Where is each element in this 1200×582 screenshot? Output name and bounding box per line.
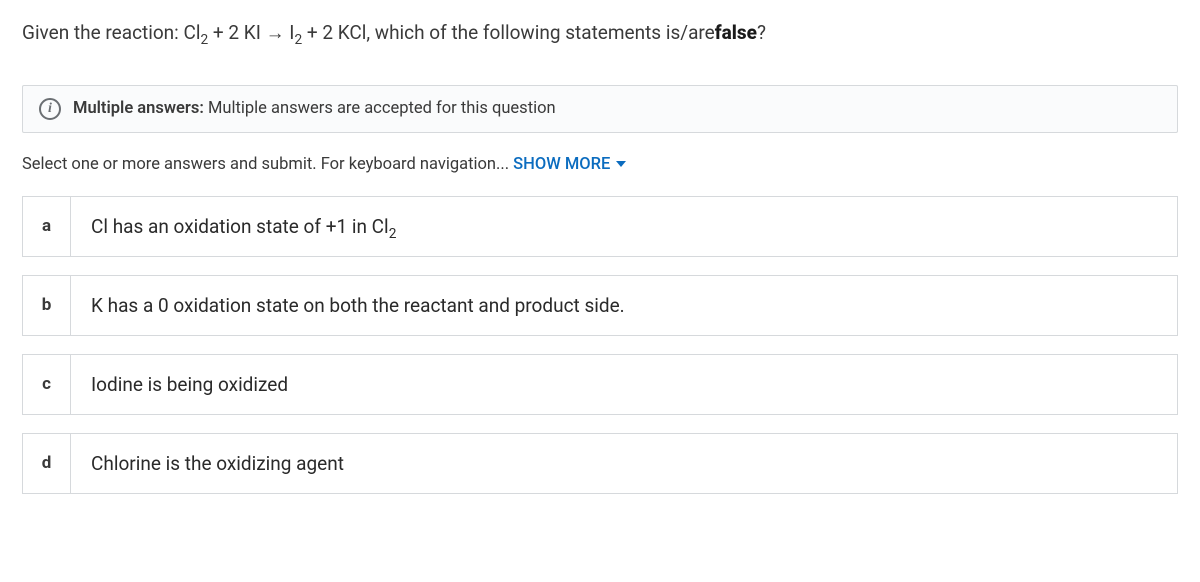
option-d[interactable]: d Chlorine is the oxidizing agent	[22, 433, 1178, 494]
option-key: c	[23, 355, 71, 414]
option-b[interactable]: b K has a 0 oxidation state on both the …	[22, 275, 1178, 336]
option-body: K has a 0 oxidation state on both the re…	[71, 276, 1177, 335]
option-text-pre: Iodine is being oxidized	[91, 373, 288, 396]
option-sub: 2	[389, 225, 397, 241]
option-a[interactable]: a Cl has an oxidation state of +1 in Cl2	[22, 196, 1178, 257]
info-banner: i Multiple answers: Multiple answers are…	[22, 85, 1178, 133]
question-mid2: + 2 KCl, which of the following statemen…	[302, 21, 715, 44]
info-body: Multiple answers are accepted for this q…	[204, 99, 556, 118]
instructions: Select one or more answers and submit. F…	[22, 155, 1178, 174]
options-list: a Cl has an oxidation state of +1 in Cl2…	[22, 196, 1178, 494]
show-more-label: SHOW MORE	[513, 155, 610, 174]
info-label: Multiple answers:	[73, 99, 204, 118]
option-text-pre: Chlorine is the oxidizing agent	[91, 452, 344, 475]
info-text: Multiple answers: Multiple answers are a…	[73, 99, 556, 118]
info-icon: i	[39, 98, 61, 120]
option-c[interactable]: c Iodine is being oxidized	[22, 354, 1178, 415]
info-icon-glyph: i	[48, 101, 52, 117]
option-text-pre: K has a 0 oxidation state on both the re…	[91, 294, 625, 317]
show-more-button[interactable]: SHOW MORE	[513, 155, 626, 174]
instructions-text: Select one or more answers and submit. F…	[22, 155, 509, 174]
option-body: Cl has an oxidation state of +1 in Cl2	[71, 197, 1177, 256]
option-body: Chlorine is the oxidizing agent	[71, 434, 1177, 493]
question-sub2: 2	[294, 32, 302, 48]
question-prefix: Given the reaction: Cl	[22, 21, 200, 44]
question-suffix: ?	[757, 21, 766, 44]
question-mid1: + 2 KI → I	[208, 21, 294, 44]
option-key: a	[23, 197, 71, 256]
option-key: b	[23, 276, 71, 335]
question-bold: false	[715, 21, 757, 44]
option-text-pre: Cl has an oxidation state of +1 in Cl	[91, 215, 389, 238]
chevron-down-icon	[616, 161, 626, 167]
option-key: d	[23, 434, 71, 493]
option-body: Iodine is being oxidized	[71, 355, 1177, 414]
question-text: Given the reaction: Cl2 + 2 KI → I2 + 2 …	[22, 20, 1178, 47]
